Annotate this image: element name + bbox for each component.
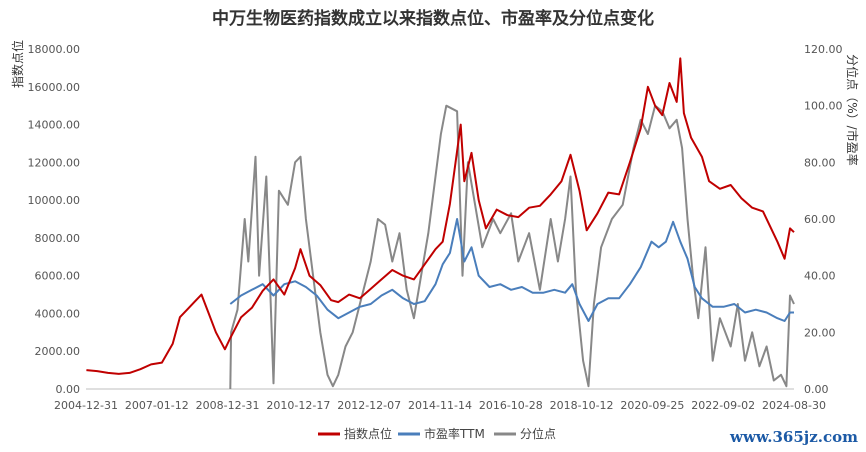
right-tick-labels: 0.00 20.00 40.00 60.00 80.00 100.00 120.00 [804, 43, 843, 396]
right-tick-label: 120.00 [804, 43, 843, 56]
left-tick-label: 18000.00 [28, 43, 81, 56]
left-axis-label: 指数点位 [10, 40, 25, 88]
right-tick-label: 80.00 [804, 156, 836, 169]
x-tick-label: 2018-10-12 [550, 399, 614, 412]
legend: 指数点位 市盈率TTM 分位点 [318, 426, 556, 441]
series-line-3 [229, 104, 795, 390]
right-tick-label: 100.00 [804, 100, 843, 113]
x-tick-label: 2022-09-02 [691, 399, 755, 412]
legend-label: 指数点位 [344, 426, 392, 441]
x-tick-labels: 2004-12-31 2007-01-12 2008-12-31 2010-12-17… [54, 399, 826, 412]
legend-label: 市盈率TTM [424, 426, 485, 441]
x-tick-label: 2007-01-12 [125, 399, 189, 412]
chart-title: 中万生物医药指数成立以来指数点位、市盈率及分位点变化 [212, 8, 654, 29]
series-line-2 [229, 218, 794, 322]
x-tick-label: 2012-12-07 [337, 399, 401, 412]
right-tick-label: 0.00 [804, 383, 829, 396]
left-tick-label: 2000.00 [35, 345, 81, 358]
left-tick-label: 16000.00 [28, 81, 81, 94]
right-tick-label: 20.00 [804, 326, 836, 339]
x-tick-label: 2024-08-30 [762, 399, 826, 412]
x-tick-label: 2016-10-28 [479, 399, 543, 412]
x-tick-label: 2010-12-17 [266, 399, 330, 412]
x-tick-label: 2004-12-31 [54, 399, 118, 412]
right-axis-label: 分位点（%）/市盈率 [845, 54, 860, 165]
x-tick-label: 2008-12-31 [196, 399, 260, 412]
legend-label: 分位点 [520, 426, 556, 441]
left-tick-label: 6000.00 [35, 270, 81, 283]
left-tick-label: 4000.00 [35, 307, 81, 320]
right-tick-label: 60.00 [804, 213, 836, 226]
x-tick-label: 2014-11-14 [408, 399, 472, 412]
left-tick-label: 8000.00 [35, 232, 81, 245]
x-tick-label: 2020-09-25 [620, 399, 684, 412]
left-tick-label: 14000.00 [28, 119, 81, 132]
watermark-text: www.365jz.com [730, 428, 858, 446]
left-tick-labels: 0.00 2000.00 4000.00 6000.00 8000.00 10000.00… [28, 43, 81, 396]
left-tick-label: 0.00 [56, 383, 81, 396]
series-line-1 [86, 57, 795, 375]
series-lines [86, 57, 795, 390]
left-tick-label: 12000.00 [28, 156, 81, 169]
left-tick-label: 10000.00 [28, 194, 81, 207]
right-tick-label: 40.00 [804, 270, 836, 283]
